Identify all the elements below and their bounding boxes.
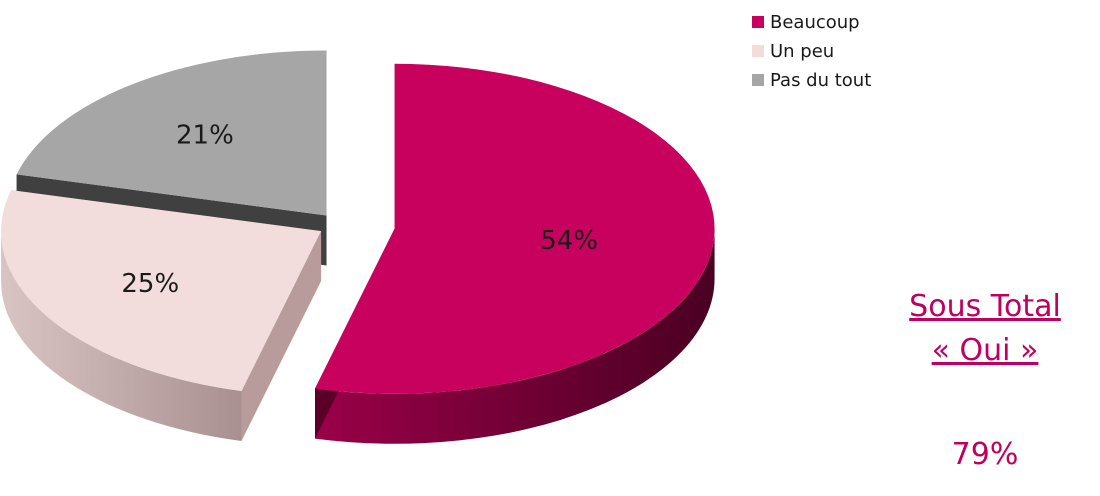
legend-swatch-beaucoup [752,16,764,28]
sous-total-label-line1: Sous Total [909,289,1061,324]
data-label-un-peu: 25% [121,269,179,299]
legend-swatch-pas-du-tout [752,74,764,86]
data-label-pas-du-tout: 21% [176,121,234,151]
legend-label: Un peu [770,40,835,62]
sous-total-value: 79% [951,437,1019,472]
legend-item-beaucoup: Beaucoup [752,8,871,36]
pie-slice-top-beaucoup [314,63,715,394]
chart-legend: Beaucoup Un peu Pas du tout [752,8,871,95]
pie-slice-side-un-peu [1,231,242,441]
legend-item-un-peu: Un peu [752,37,871,65]
pie-slice-top-pas-du-tout [16,50,327,216]
pie-slice-side-beaucoup [314,228,715,444]
pie-slice-un-peu: 25% [1,190,322,441]
pie-slice-top-un-peu [1,190,322,391]
pie-slice-face-un-peu [241,231,322,441]
pie-slice-beaucoup: 54% [314,63,715,444]
legend-item-pas-du-tout: Pas du tout [752,66,871,94]
legend-swatch-un-peu [752,45,764,57]
legend-label: Pas du tout [770,69,872,91]
sous-total-label-line2: « Oui » [931,333,1039,368]
legend-label: Beaucoup [770,11,860,33]
data-label-beaucoup: 54% [540,226,598,256]
sous-total-block: Sous Total « Oui » 79% [860,285,1100,477]
